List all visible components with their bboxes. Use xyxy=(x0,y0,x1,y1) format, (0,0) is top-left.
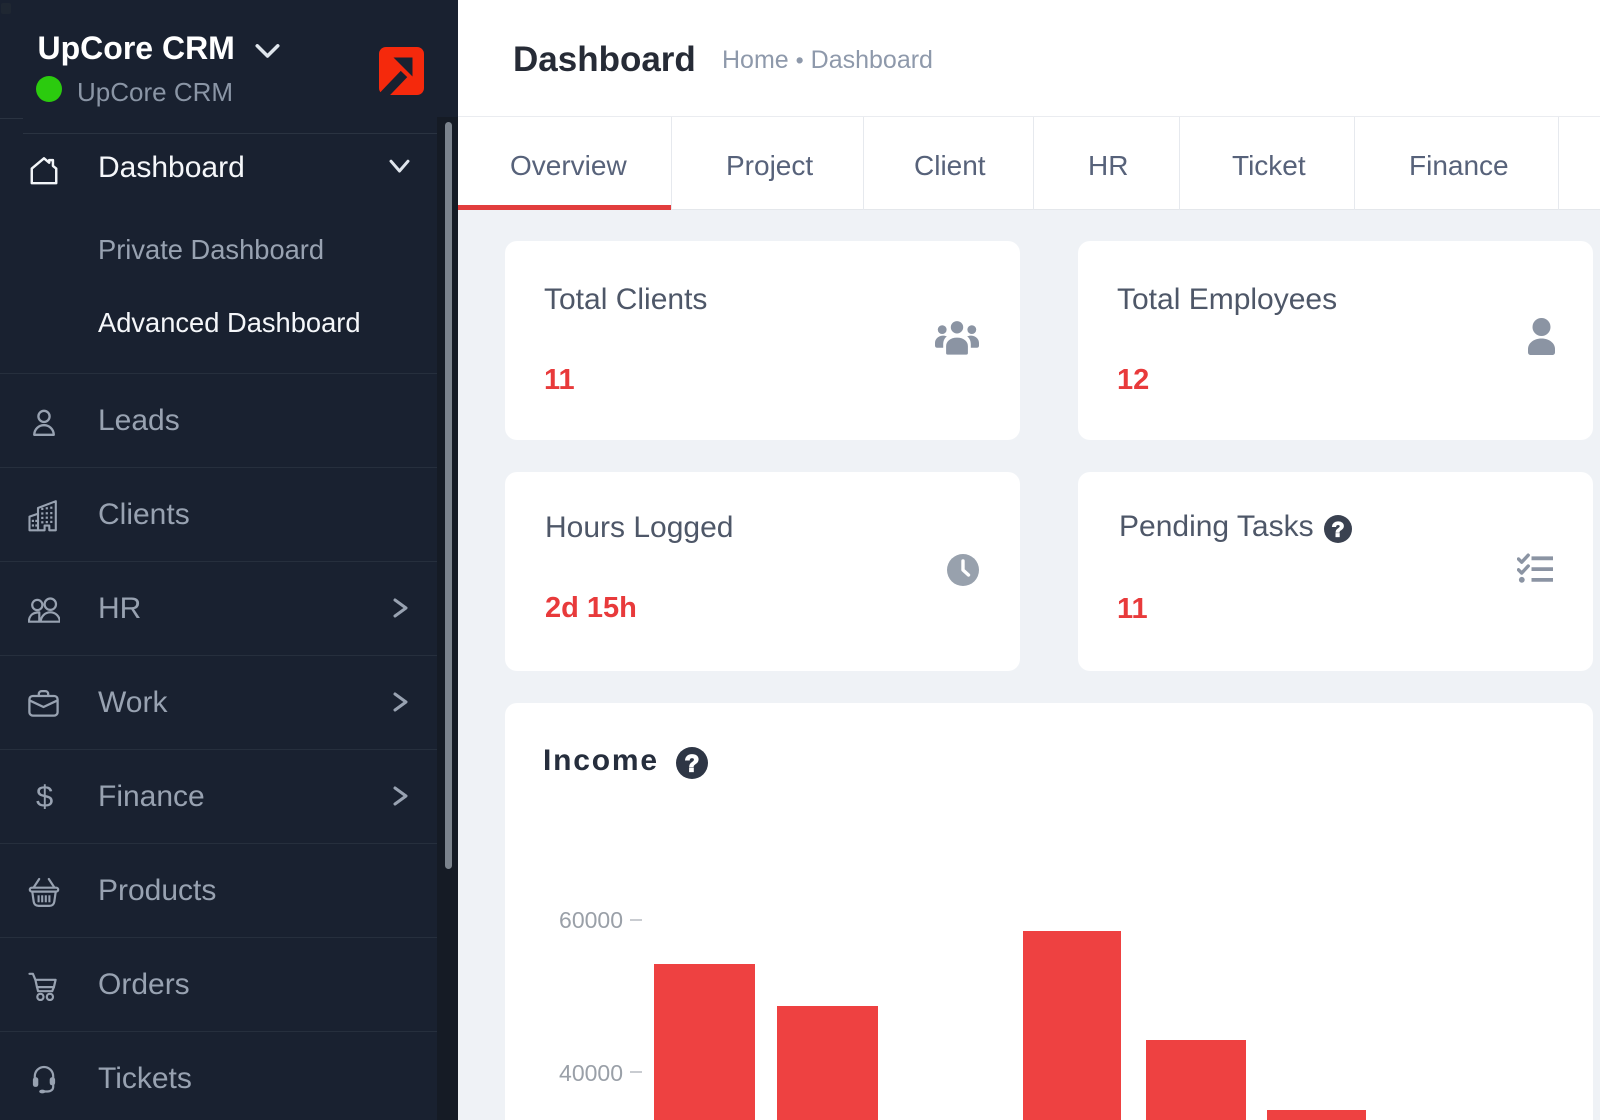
svg-text:?: ? xyxy=(1332,519,1345,542)
svg-text:?: ? xyxy=(685,751,700,778)
